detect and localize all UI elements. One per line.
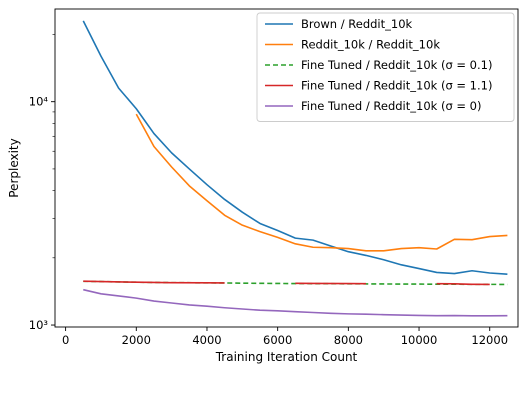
series-line-5 (83, 290, 507, 316)
y-axis-label: Perplexity (7, 138, 21, 198)
x-tick-label: 8000 (334, 333, 363, 347)
legend: Brown / Reddit_10k Reddit_10k / Reddit_10… (257, 13, 514, 122)
series-line-2 (136, 114, 507, 251)
y-axis: 10³ 10⁴ (29, 34, 55, 332)
x-axis: 0 2000 4000 6000 8000 10000 12000 (62, 327, 508, 347)
legend-label: Fine Tuned / Reddit_10k (σ = 0.1) (301, 58, 492, 72)
x-tick-label: 2000 (122, 333, 151, 347)
legend-label: Fine Tuned / Reddit_10k (σ = 0) (301, 99, 482, 113)
x-tick-label: 12000 (471, 333, 508, 347)
x-tick-label: 10000 (401, 333, 438, 347)
legend-label: Brown / Reddit_10k (301, 17, 413, 31)
legend-label: Reddit_10k / Reddit_10k (301, 38, 440, 52)
x-axis-label: Training Iteration Count (215, 350, 358, 364)
x-tick-label: 0 (62, 333, 69, 347)
series-line-4 (83, 281, 224, 283)
x-tick-label: 6000 (263, 333, 292, 347)
series-line-4 (437, 284, 490, 285)
x-tick-label: 4000 (192, 333, 221, 347)
y-tick-label: 10⁴ (29, 95, 49, 109)
legend-label: Fine Tuned / Reddit_10k (σ = 1.1) (301, 79, 492, 93)
y-tick-label: 10³ (29, 318, 49, 332)
